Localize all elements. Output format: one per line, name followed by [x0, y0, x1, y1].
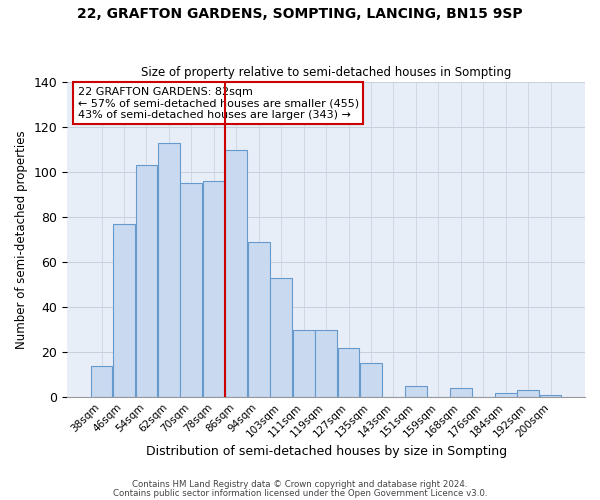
- Bar: [338, 348, 359, 397]
- Bar: [360, 364, 382, 397]
- Bar: [113, 224, 135, 397]
- Bar: [315, 330, 337, 397]
- Bar: [270, 278, 292, 397]
- Bar: [158, 143, 180, 397]
- Bar: [181, 184, 202, 397]
- Bar: [539, 395, 562, 397]
- X-axis label: Distribution of semi-detached houses by size in Sompting: Distribution of semi-detached houses by …: [146, 444, 506, 458]
- Bar: [203, 181, 225, 397]
- Bar: [91, 366, 112, 397]
- Text: 22 GRAFTON GARDENS: 82sqm
← 57% of semi-detached houses are smaller (455)
43% of: 22 GRAFTON GARDENS: 82sqm ← 57% of semi-…: [77, 87, 359, 120]
- Bar: [517, 390, 539, 397]
- Text: Contains public sector information licensed under the Open Government Licence v3: Contains public sector information licen…: [113, 488, 487, 498]
- Text: Contains HM Land Registry data © Crown copyright and database right 2024.: Contains HM Land Registry data © Crown c…: [132, 480, 468, 489]
- Bar: [136, 166, 157, 397]
- Y-axis label: Number of semi-detached properties: Number of semi-detached properties: [15, 130, 28, 349]
- Bar: [495, 392, 517, 397]
- Bar: [293, 330, 314, 397]
- Bar: [450, 388, 472, 397]
- Bar: [405, 386, 427, 397]
- Bar: [226, 150, 247, 397]
- Bar: [248, 242, 269, 397]
- Text: 22, GRAFTON GARDENS, SOMPTING, LANCING, BN15 9SP: 22, GRAFTON GARDENS, SOMPTING, LANCING, …: [77, 8, 523, 22]
- Title: Size of property relative to semi-detached houses in Sompting: Size of property relative to semi-detach…: [141, 66, 511, 80]
